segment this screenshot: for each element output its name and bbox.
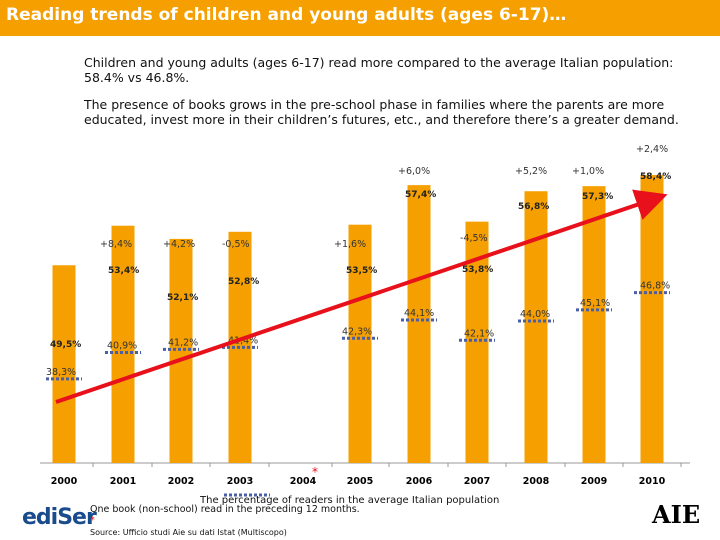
bar-value-label-2003: 52,8% — [228, 277, 259, 287]
x-tick-label-2007: 2007 — [464, 476, 490, 487]
bar-2007 — [465, 221, 489, 463]
bar-2006 — [407, 185, 431, 463]
x-tick-label-2010: 2010 — [639, 476, 666, 487]
bar-2000 — [52, 265, 76, 463]
change-label-2010: +2,4% — [636, 144, 668, 155]
x-tick-label-2006: 2006 — [406, 476, 433, 487]
footnote-definition: One book (non-school) read in the preced… — [90, 504, 360, 515]
average-value-label-2010: 46,8% — [640, 281, 670, 292]
footnote-star: * — [90, 515, 95, 526]
x-tick-label-2004: 2004 — [290, 476, 317, 487]
bar-value-label-2002: 52,1% — [167, 293, 198, 303]
change-label-2003: -0,5% — [222, 239, 250, 250]
bar-2002 — [169, 238, 193, 463]
bar-2005 — [348, 224, 372, 463]
x-tick-label-2003: 2003 — [227, 476, 253, 487]
average-value-label-2008: 44,0% — [520, 309, 550, 320]
x-tick-label-2002: 2002 — [168, 476, 194, 487]
bar-value-label-2008: 56,8% — [518, 202, 549, 212]
x-tick-label-2009: 2009 — [581, 476, 607, 487]
legend-label-average: The percentage of readers in the average… — [199, 495, 499, 506]
change-label-2007: -4,5% — [460, 233, 488, 244]
bar-value-label-2000: 49,5% — [50, 340, 81, 350]
explanation-paragraph: The presence of books grows in the pre-s… — [84, 97, 679, 127]
bar-2009 — [582, 186, 606, 464]
average-value-label-2007: 42,1% — [464, 328, 494, 339]
x-tick-label-2008: 2008 — [523, 476, 550, 487]
source-note: Source: Ufficio studi Aie su dati Istat … — [90, 528, 287, 537]
trend-arrow — [55, 189, 668, 404]
bar-2008 — [524, 191, 548, 464]
average-value-label-2009: 45,1% — [580, 298, 610, 309]
average-value-label-2000: 38,3% — [46, 367, 76, 378]
average-value-label-2001: 40,9% — [107, 340, 137, 351]
x-tick-label-2001: 2001 — [110, 476, 136, 487]
aie-logo: AIE — [652, 500, 701, 529]
x-tick-label-2005: 2005 — [347, 476, 373, 487]
change-label-2008: +5,2% — [515, 166, 547, 177]
bar-2001 — [111, 225, 135, 463]
average-value-label-2002: 41,2% — [168, 337, 198, 348]
change-label-2005: +1,6% — [334, 239, 366, 250]
change-label-2006: +6,0% — [398, 166, 430, 177]
average-value-label-2005: 42,3% — [342, 326, 372, 337]
summary-paragraph: Children and young adults (ages 6-17) re… — [84, 55, 674, 85]
change-label-2002: +4,2% — [163, 239, 195, 250]
bar-value-label-2009: 57,3% — [582, 192, 613, 202]
average-value-label-2003: 41,4% — [228, 335, 258, 346]
change-label-2009: +1,0% — [572, 166, 604, 177]
page-title: Reading trends of children and young adu… — [6, 5, 567, 25]
bar-value-label-2005: 53,5% — [346, 266, 377, 276]
bar-value-label-2007: 53,8% — [462, 265, 493, 275]
title-bar: Reading trends of children and young adu… — [0, 0, 720, 36]
bar-value-label-2010: 58,4% — [640, 172, 671, 182]
change-label-2001: +8,4% — [100, 239, 132, 250]
average-value-label-2006: 44,1% — [404, 308, 434, 319]
x-tick-label-2000: 2000 — [51, 476, 78, 487]
bar-value-label-2001: 53,4% — [108, 266, 139, 276]
asterisk-mark-2004: * — [312, 465, 318, 479]
bar-value-label-2006: 57,4% — [405, 190, 436, 200]
bar-2010 — [640, 175, 664, 463]
ediser-logo: ediSer — [22, 505, 97, 530]
